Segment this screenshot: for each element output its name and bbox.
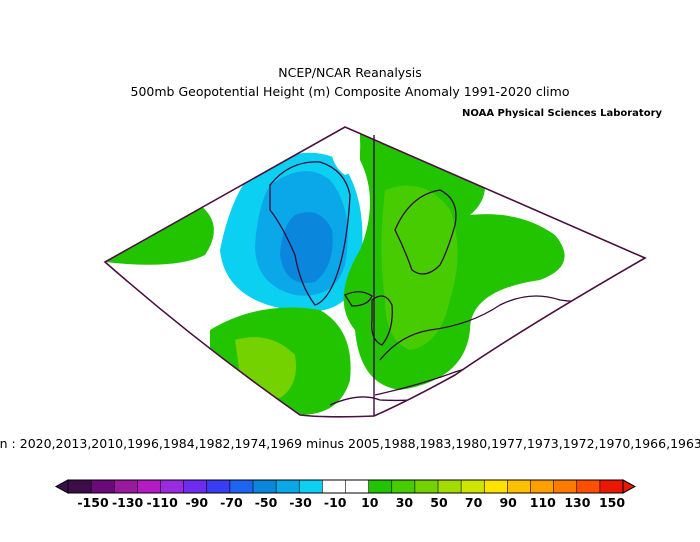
colorbar-swatch xyxy=(299,480,323,493)
colorbar-swatch xyxy=(91,480,115,493)
colorbar-swatch xyxy=(576,480,601,493)
colorbar-tick-label: -70 xyxy=(220,495,243,510)
colorbar-swatch xyxy=(391,480,416,493)
colorbar-swatch xyxy=(553,480,578,493)
colorbar-swatch xyxy=(530,480,555,493)
colorbar-swatch xyxy=(206,480,231,493)
colorbar-swatch xyxy=(414,480,439,493)
composite-years: an : 2020,2013,2010,1996,1984,1982,1974,… xyxy=(0,436,700,451)
scandinavia-coast xyxy=(394,189,457,275)
greenland-coast xyxy=(269,161,351,306)
colorbar-swatch xyxy=(253,480,277,493)
colorbar-tick-label: 130 xyxy=(564,495,590,510)
anomaly-negative-core xyxy=(280,212,333,283)
colorbar-swatch xyxy=(137,480,161,493)
colorbar-min-arrow xyxy=(54,479,69,494)
lab-credit: NOAA Physical Sciences Laboratory xyxy=(462,108,663,119)
iceland-coast xyxy=(344,291,373,307)
colorbar-tick-label: -110 xyxy=(147,495,179,510)
colorbar-tick-label: -10 xyxy=(324,495,347,510)
colorbar xyxy=(54,479,637,494)
colorbar-tick-label: 90 xyxy=(499,495,517,510)
colorbar-max-arrow xyxy=(622,479,637,494)
colorbar-tick-label: -130 xyxy=(112,495,144,510)
map-title: NCEP/NCAR Reanalysis xyxy=(278,65,422,80)
colorbar-swatch xyxy=(114,480,138,493)
colorbar-tick-label: -50 xyxy=(255,495,278,510)
anomaly-positive-europe-inner xyxy=(381,185,458,350)
colorbar-tick-label: 10 xyxy=(361,495,379,510)
colorbar-tick-label: -30 xyxy=(289,495,312,510)
colorbar-tick-label: -90 xyxy=(186,495,209,510)
colorbar-swatch xyxy=(345,480,370,493)
colorbar-tick-label: -150 xyxy=(77,495,109,510)
colorbar-ticks: -150 -130 -110 -90 -70 -50 -30 -10 10 30 50 70 90 110… xyxy=(77,495,625,510)
anomaly-positive-west xyxy=(105,205,214,265)
colorbar-swatch xyxy=(183,480,208,493)
colorbar-swatch xyxy=(276,480,300,493)
africa-coast xyxy=(329,394,451,406)
colorbar-tick-label: 150 xyxy=(599,495,625,510)
british-isles-coast xyxy=(371,295,393,346)
colorbar-swatch xyxy=(160,480,185,493)
colorbar-tick-label: 110 xyxy=(530,495,556,510)
colorbar-tick-label: 50 xyxy=(430,495,448,510)
colorbar-tick-label: 30 xyxy=(396,495,414,510)
map-subtitle: 500mb Geopotential Height (m) Composite … xyxy=(130,84,570,99)
colorbar-swatch xyxy=(229,480,254,493)
colorbar-swatch xyxy=(368,480,393,493)
colorbar-swatch xyxy=(461,480,485,493)
colorbar-swatch xyxy=(68,480,92,493)
colorbar-swatch xyxy=(484,480,508,493)
colorbar-swatch xyxy=(599,480,624,493)
colorbar-swatch xyxy=(507,480,531,493)
colorbar-swatch xyxy=(322,480,346,493)
colorbar-tick-label: 70 xyxy=(465,495,483,510)
anomaly-field xyxy=(105,127,621,415)
anomaly-neutral-arctic xyxy=(330,134,361,175)
colorbar-swatch xyxy=(438,480,462,493)
